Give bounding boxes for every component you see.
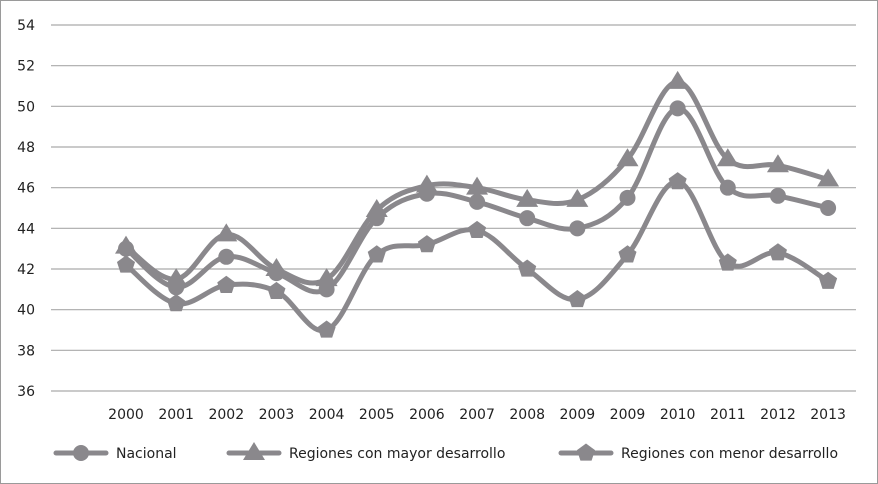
data-point-triangle: [365, 199, 388, 218]
x-tick-label: 2006: [409, 407, 445, 423]
x-tick-label: 2004: [309, 407, 345, 423]
data-point-triangle: [115, 235, 137, 254]
data-point-circle: [769, 187, 786, 204]
x-tick-label: 2012: [760, 407, 796, 423]
data-point-pentagon: [768, 243, 787, 261]
data-point-pentagon: [668, 172, 687, 190]
data-point-pentagon: [367, 245, 386, 263]
data-point-pentagon: [468, 220, 487, 239]
data-point-circle: [619, 189, 636, 206]
y-tick-label: 52: [17, 59, 35, 75]
data-point-triangle: [566, 188, 589, 207]
data-point-pentagon: [217, 275, 236, 293]
x-tick-label: 2009: [560, 407, 596, 423]
data-point-triangle: [766, 154, 789, 173]
data-point-pentagon: [317, 320, 336, 338]
y-tick-label: 54: [17, 18, 35, 34]
x-tick-label: 2002: [208, 407, 244, 423]
y-tick-label: 40: [17, 303, 35, 319]
data-point-pentagon: [618, 245, 637, 263]
legend-label: Nacional: [116, 446, 177, 462]
legend-marker-circle: [73, 445, 89, 461]
data-point-circle: [519, 210, 536, 227]
legend-marker-triangle: [243, 442, 265, 460]
data-point-circle: [669, 100, 686, 117]
data-point-triangle: [315, 268, 338, 287]
x-tick-label: 2010: [660, 407, 696, 423]
data-point-pentagon: [518, 259, 537, 277]
x-tick-label: 2009: [610, 407, 646, 423]
data-point-pentagon: [267, 281, 286, 300]
data-point-triangle: [415, 174, 438, 193]
data-point-pentagon: [417, 235, 436, 253]
x-tick-label: 2007: [459, 407, 495, 423]
y-tick-label: 42: [17, 262, 35, 278]
data-point-triangle: [716, 148, 739, 167]
y-tick-label: 50: [17, 99, 35, 115]
legend-marker-pentagon: [576, 443, 596, 461]
legend-label: Regiones con menor desarrollo: [621, 446, 838, 462]
data-point-pentagon: [568, 290, 587, 308]
data-point-circle: [569, 220, 586, 237]
y-tick-label: 36: [17, 384, 35, 400]
x-tick-label: 2013: [810, 407, 846, 423]
data-point-triangle: [666, 70, 689, 89]
y-tick-label: 46: [17, 181, 35, 197]
y-tick-label: 38: [17, 343, 35, 359]
data-point-triangle: [466, 176, 489, 195]
data-point-pentagon: [819, 271, 838, 289]
x-tick-label: 2003: [259, 407, 295, 423]
data-point-pentagon: [116, 255, 136, 273]
series-line-2: [123, 179, 831, 334]
data-point-circle: [469, 193, 486, 210]
data-point-triangle: [516, 188, 539, 207]
y-tick-label: 48: [17, 140, 35, 156]
data-point-circle: [820, 200, 837, 216]
x-tick-label: 2008: [509, 407, 545, 423]
data-point-pentagon: [167, 294, 186, 312]
x-tick-label: 2001: [158, 407, 194, 423]
data-point-triangle: [265, 258, 288, 276]
data-point-triangle: [616, 148, 639, 167]
data-point-triangle: [215, 223, 238, 242]
x-tick-label: 2005: [359, 407, 395, 423]
x-tick-label: 2000: [108, 407, 144, 423]
data-point-circle: [218, 248, 235, 265]
data-point-triangle: [817, 168, 840, 187]
y-tick-label: 44: [17, 221, 35, 237]
data-point-circle: [719, 179, 736, 196]
legend-label: Regiones con mayor desarrollo: [289, 446, 505, 462]
data-point-pentagon: [718, 253, 737, 271]
x-tick-label: 2011: [710, 407, 746, 423]
data-point-triangle: [165, 268, 188, 287]
